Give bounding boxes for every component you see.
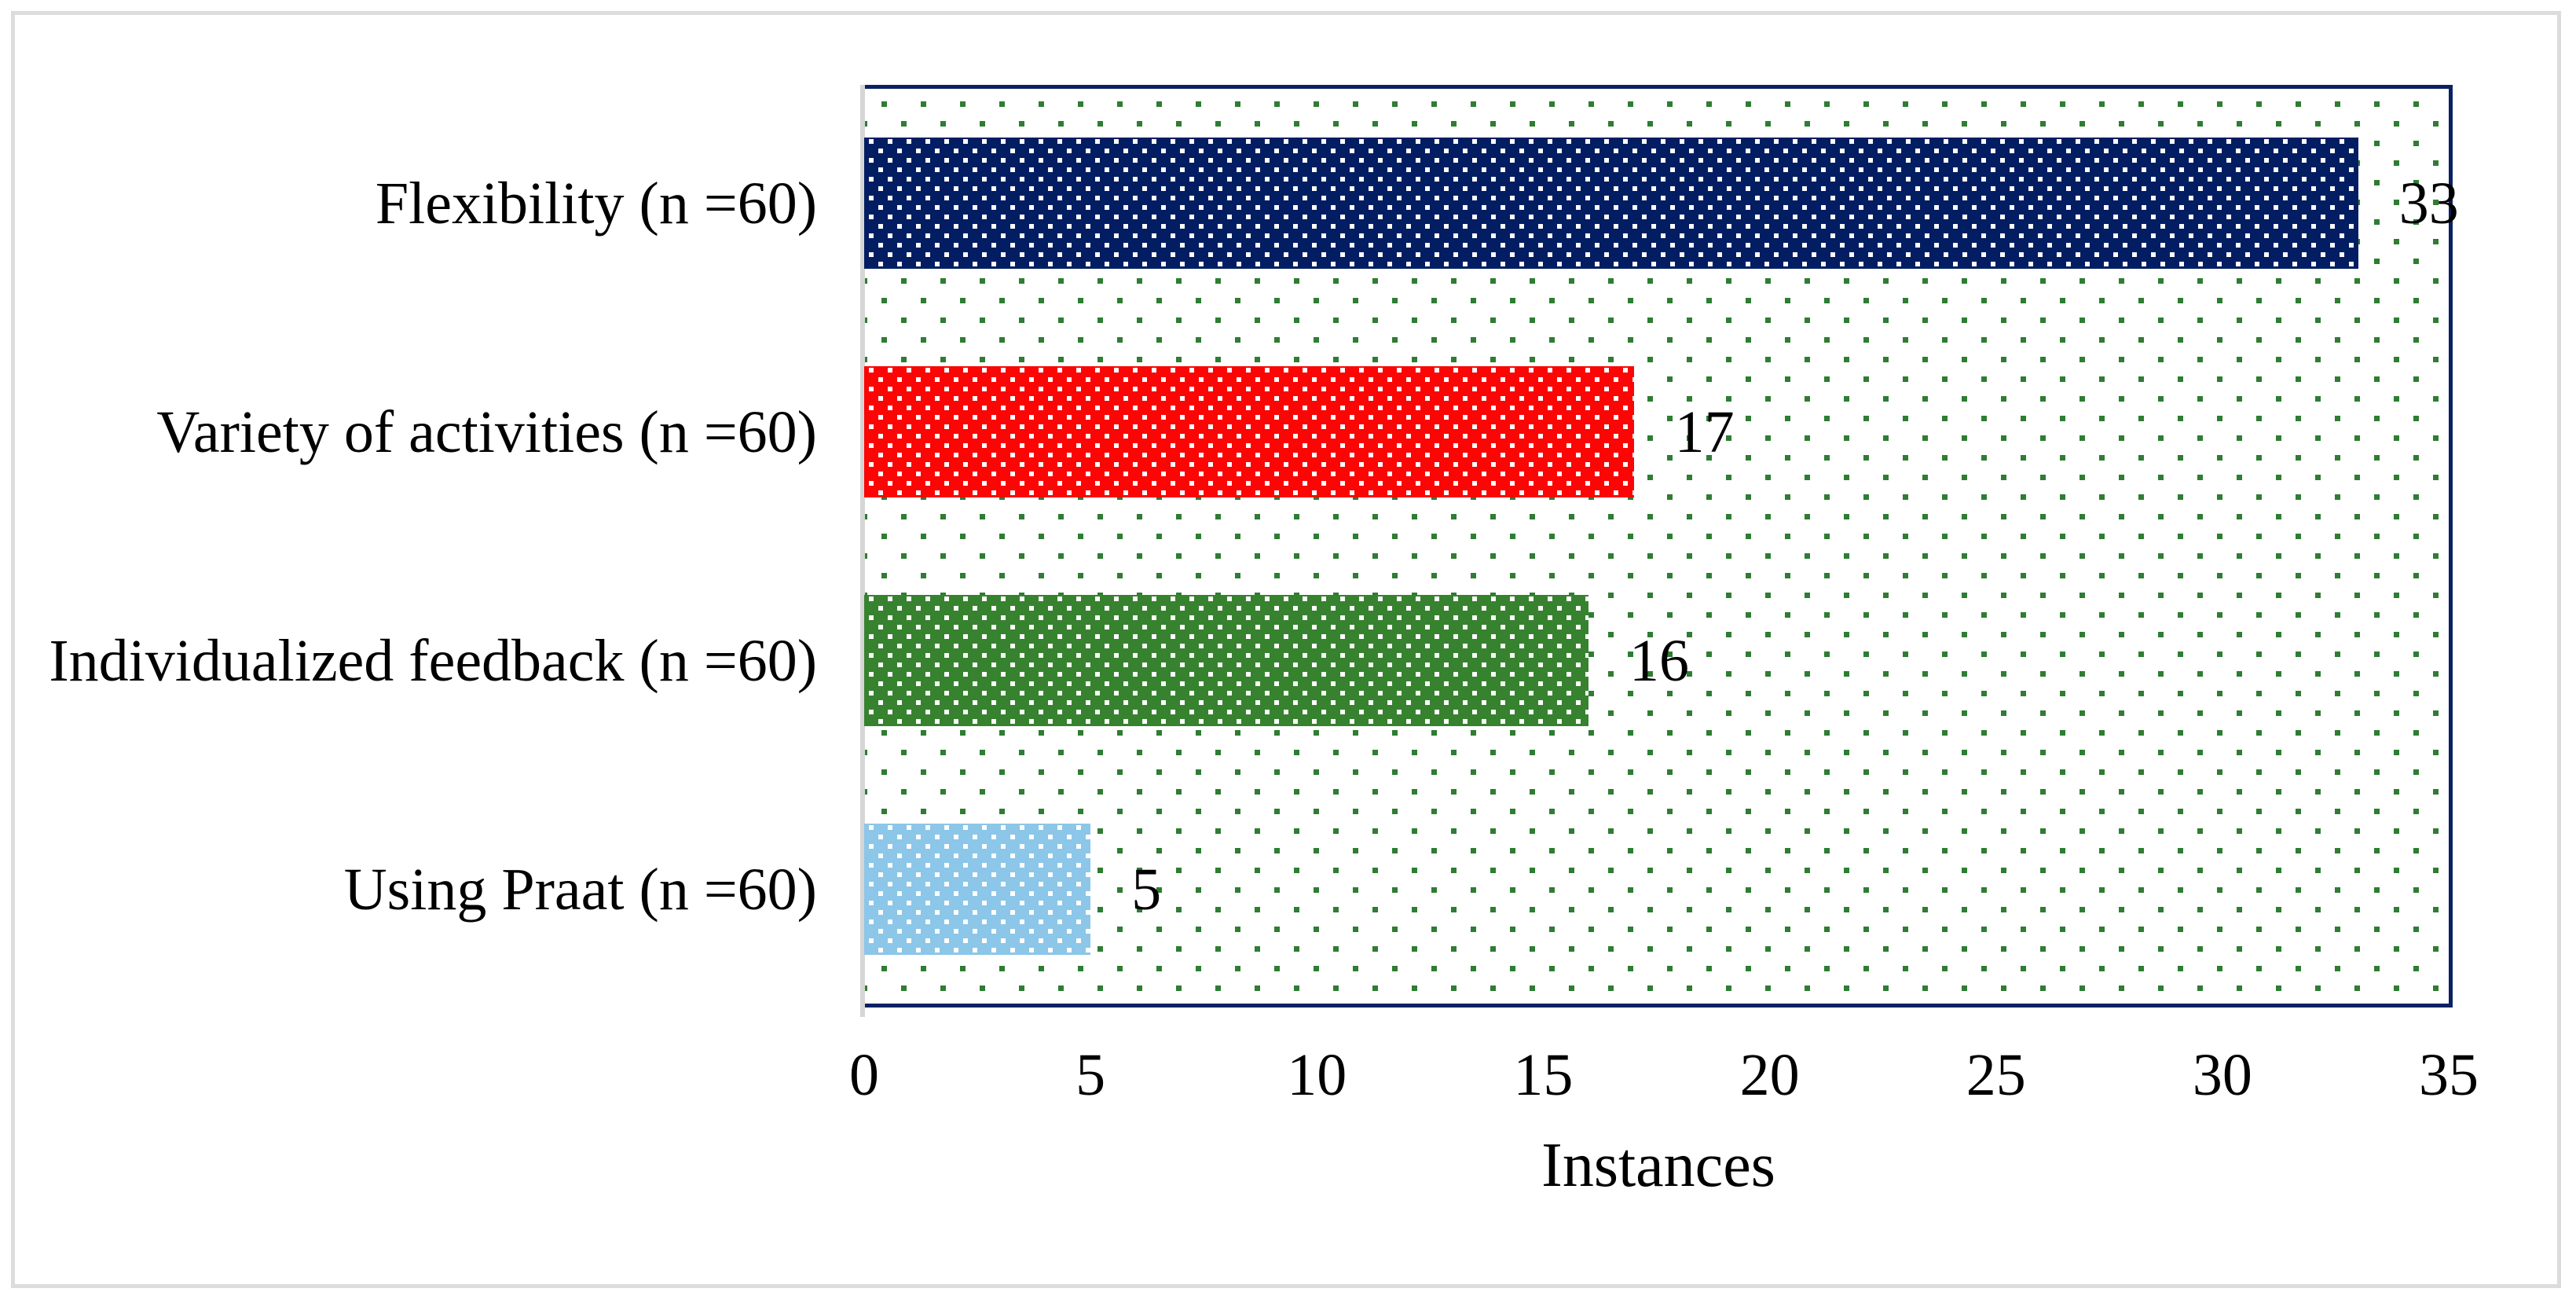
bar (864, 366, 1634, 497)
x-tick-label: 5 (1075, 1042, 1106, 1108)
value-label: 5 (1131, 856, 1162, 923)
bar (864, 595, 1589, 726)
value-label: 33 (2398, 170, 2459, 237)
x-tick-label: 25 (1966, 1042, 2026, 1108)
x-tick-label: 20 (1739, 1042, 1800, 1108)
x-tick-label: 0 (849, 1042, 879, 1108)
figure-border (11, 11, 2561, 1288)
x-tick-label: 10 (1287, 1042, 1347, 1108)
category-label: Flexibility (n =60) (375, 170, 817, 237)
category-label: Individualized feedback (n =60) (49, 627, 817, 694)
category-label: Variety of activities (n =60) (156, 398, 817, 465)
x-tick-label: 30 (2192, 1042, 2252, 1108)
bar (864, 138, 2358, 269)
bar (864, 824, 1091, 955)
value-label: 16 (1629, 627, 1690, 694)
x-tick-label: 35 (2419, 1042, 2479, 1108)
value-label: 17 (1674, 398, 1735, 465)
x-axis-title: Instances (1541, 1131, 1775, 1200)
category-label: Using Praat (n =60) (343, 856, 817, 923)
x-tick-label: 15 (1513, 1042, 1574, 1108)
y-axis-line (860, 85, 865, 1017)
